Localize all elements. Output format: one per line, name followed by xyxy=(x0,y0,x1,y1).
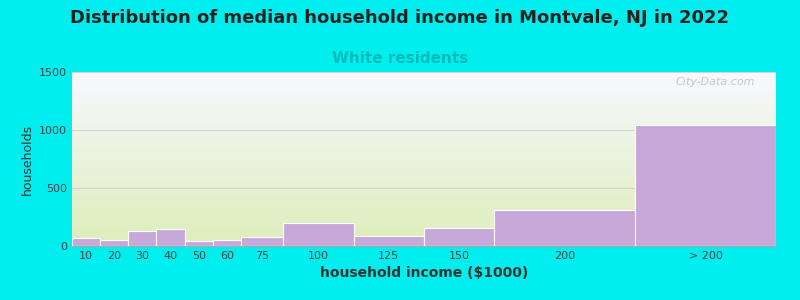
Bar xyxy=(283,224,354,246)
Bar xyxy=(635,125,776,246)
Text: White residents: White residents xyxy=(332,51,468,66)
Bar xyxy=(128,231,157,246)
Bar xyxy=(157,229,185,246)
X-axis label: household income ($1000): household income ($1000) xyxy=(320,266,528,280)
Bar xyxy=(72,238,100,246)
Text: City-Data.com: City-Data.com xyxy=(675,77,755,87)
Bar xyxy=(424,228,494,246)
Bar xyxy=(241,237,283,246)
Bar xyxy=(494,210,635,246)
Text: Distribution of median household income in Montvale, NJ in 2022: Distribution of median household income … xyxy=(70,9,730,27)
Y-axis label: households: households xyxy=(21,123,34,195)
Bar xyxy=(354,236,424,246)
Bar xyxy=(185,241,213,246)
Bar xyxy=(213,240,241,246)
Bar xyxy=(100,240,128,246)
